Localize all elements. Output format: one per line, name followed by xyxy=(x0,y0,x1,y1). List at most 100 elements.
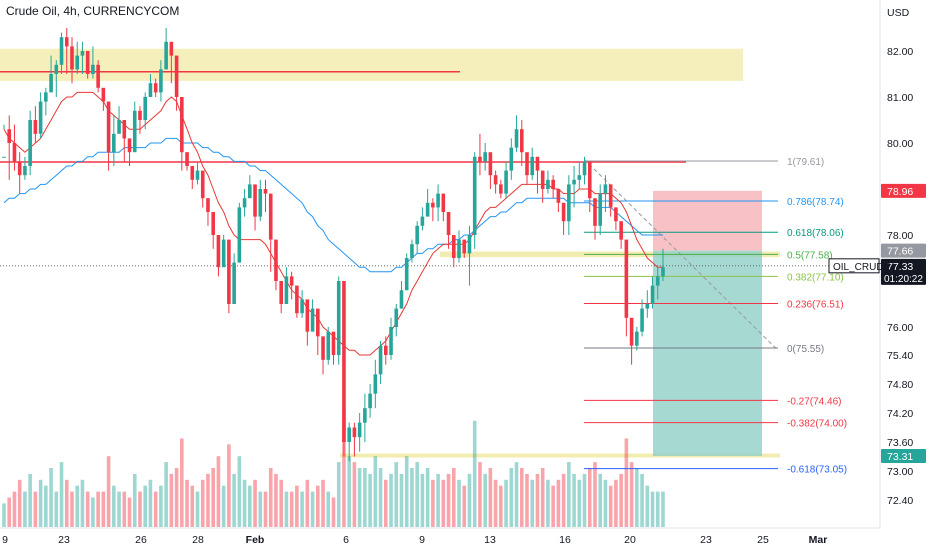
volume-bar xyxy=(117,491,121,527)
candle-body xyxy=(190,166,195,180)
candle-body xyxy=(200,170,205,199)
candle-body xyxy=(216,235,221,268)
candle-body xyxy=(148,83,153,97)
volume-bar xyxy=(59,462,64,527)
volume-bar xyxy=(577,479,582,527)
volume-bar xyxy=(535,473,540,527)
volume-bar xyxy=(587,468,592,527)
volume-bar xyxy=(190,485,195,527)
candle-body xyxy=(467,235,472,254)
volume-bar xyxy=(336,462,341,527)
candle-body xyxy=(164,41,168,70)
price-tag-label: 77.66 xyxy=(887,246,913,258)
volume-bar xyxy=(96,491,100,527)
candle-body xyxy=(268,193,273,240)
volume-bar xyxy=(436,473,440,527)
candle-body xyxy=(404,258,409,291)
volume-bar xyxy=(608,485,613,527)
volume-bar xyxy=(504,479,508,527)
volume-bar xyxy=(462,485,467,527)
candle-body xyxy=(38,101,43,134)
volume-bar xyxy=(546,479,550,527)
candle-body xyxy=(399,290,404,309)
volume-bar xyxy=(441,479,446,527)
candle-body xyxy=(169,41,174,56)
candle-body xyxy=(383,345,388,356)
candle-body xyxy=(655,276,660,286)
candle-body xyxy=(17,161,22,176)
volume-bar xyxy=(169,473,174,527)
volume-bar xyxy=(499,485,503,527)
candle-body xyxy=(373,374,378,394)
price-tick-label: 78.00 xyxy=(887,230,913,242)
candle-body xyxy=(295,285,299,314)
candle-body xyxy=(499,184,503,194)
candle-body xyxy=(645,304,650,309)
candle-body xyxy=(551,179,555,189)
volume-bar xyxy=(263,491,268,527)
candle-body xyxy=(253,184,257,217)
candle-body xyxy=(378,345,383,375)
candle-body xyxy=(117,120,121,134)
volume-bar xyxy=(253,479,257,527)
volume-bar xyxy=(467,473,472,527)
candle-body xyxy=(28,120,32,166)
candle-body xyxy=(347,427,351,442)
volume-bar xyxy=(289,491,294,527)
candle-body xyxy=(305,299,310,332)
volume-bar xyxy=(629,462,634,527)
candle-body xyxy=(598,193,603,226)
volume-bar xyxy=(159,485,163,527)
candle-body xyxy=(232,262,236,304)
candle-body xyxy=(242,198,247,208)
candle-body xyxy=(64,37,69,47)
volume-bar xyxy=(661,491,665,527)
volume-bar xyxy=(195,491,200,527)
volume-bar xyxy=(373,456,378,527)
candle-body xyxy=(483,152,487,162)
time-tick-label: 16 xyxy=(559,534,571,546)
volume-bar xyxy=(493,479,498,527)
time-tick-label: 28 xyxy=(192,534,204,546)
candle-body xyxy=(394,308,399,327)
price-tag-label: 78.96 xyxy=(887,186,913,198)
candle-body xyxy=(540,170,545,189)
time-tick-label: 13 xyxy=(484,534,496,546)
volume-bar xyxy=(310,491,315,527)
volume-bar xyxy=(101,491,106,527)
volume-bar xyxy=(38,479,43,527)
volume-bar xyxy=(268,468,273,527)
volume-bar xyxy=(75,485,80,527)
volume-bar xyxy=(12,491,17,527)
candle-body xyxy=(237,207,242,263)
volume-bar xyxy=(645,485,650,527)
fib-level-label: 0.382(77.10) xyxy=(787,272,844,283)
candle-body xyxy=(59,37,64,65)
candle-body xyxy=(472,156,477,235)
candle-body xyxy=(180,97,184,153)
volume-bar xyxy=(530,479,535,527)
volume-bar xyxy=(347,456,351,527)
candle-body xyxy=(23,166,27,176)
fib-level-label: 0.5(77.58) xyxy=(787,250,833,261)
volume-bar xyxy=(556,479,561,527)
candle-body xyxy=(75,55,80,70)
candle-body xyxy=(425,202,430,217)
fib-level-label: -0.27(74.46) xyxy=(787,396,841,407)
volume-bar xyxy=(49,468,53,527)
candle-body xyxy=(535,156,540,171)
price-tick-label: 72.40 xyxy=(887,495,913,507)
volume-bar xyxy=(7,497,12,527)
volume-bar xyxy=(525,473,529,527)
candle-body xyxy=(661,267,665,277)
volume-bar xyxy=(164,462,168,527)
volume-bar xyxy=(106,456,111,527)
candle-body xyxy=(49,74,53,93)
volume-bar xyxy=(206,473,210,527)
candle-body xyxy=(44,92,48,102)
candle-body xyxy=(85,51,90,74)
volume-bar xyxy=(132,473,137,527)
volume-bar xyxy=(640,473,644,527)
candle-body xyxy=(478,156,482,162)
candle-body xyxy=(352,427,357,438)
